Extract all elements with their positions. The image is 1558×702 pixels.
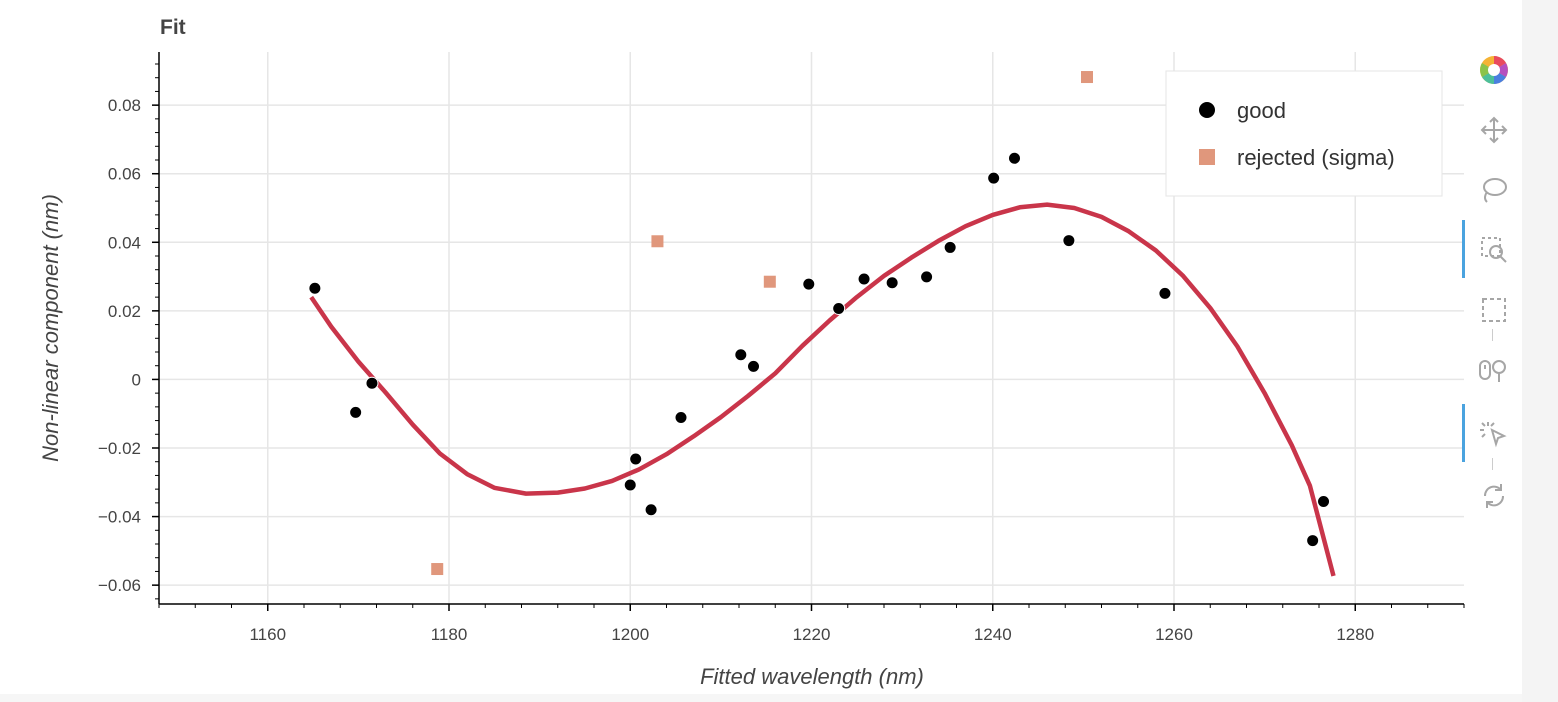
good-point [1158, 286, 1172, 300]
reset-icon[interactable] [1476, 478, 1512, 514]
box-zoom-icon[interactable] [1476, 232, 1512, 268]
y-tick-label: 0.08 [108, 96, 141, 115]
lasso-select-icon[interactable] [1476, 172, 1512, 208]
legend-label-rejected: rejected (sigma) [1237, 145, 1395, 170]
rejected-point [651, 235, 664, 248]
fit-curve [309, 202, 1336, 577]
good-point [1306, 534, 1320, 548]
tap-active-indicator [1462, 404, 1465, 462]
y-tick-label: 0.04 [108, 233, 141, 252]
legend-marker-good [1199, 102, 1215, 118]
y-tick-label: −0.04 [98, 508, 141, 527]
axes: 1160 1180 1200 1220 1240 1260 1280 −0.06 −0.04 −0… [98, 52, 1465, 644]
good-point [987, 171, 1001, 185]
rejected-point [431, 563, 444, 576]
x-tick-label: 1160 [249, 625, 286, 644]
y-tick-label: 0.02 [108, 302, 141, 321]
good-point [1062, 234, 1076, 248]
good-point [349, 405, 363, 419]
box-select-icon[interactable] [1476, 292, 1512, 328]
y-tick-label: 0.06 [108, 165, 141, 184]
bokeh-logo-icon[interactable] [1476, 52, 1512, 88]
pan-icon[interactable] [1476, 112, 1512, 148]
good-point [365, 376, 379, 390]
y-axis-title: Non-linear component (nm) [38, 194, 63, 462]
toolbar-separator [1492, 329, 1493, 341]
legend-label-good: good [1237, 98, 1286, 123]
good-point [308, 281, 322, 295]
good-point [832, 301, 846, 315]
x-tick-label: 1180 [431, 625, 468, 644]
good-point [857, 272, 871, 286]
legend: good rejected (sigma) [1165, 70, 1443, 197]
toolbar-separator [1492, 458, 1493, 470]
wheel-zoom-icon[interactable] [1476, 352, 1512, 388]
good-point [885, 276, 899, 290]
chart-title: Fit [160, 16, 186, 39]
bottom-gutter [0, 694, 1522, 702]
toolbar [1462, 46, 1522, 526]
points-layer [308, 71, 1331, 576]
good-point [629, 452, 643, 466]
good-point [747, 359, 760, 373]
x-axis-title: Fitted wavelength (nm) [700, 664, 924, 689]
tap-icon[interactable] [1476, 416, 1512, 452]
x-tick-label: 1220 [793, 625, 831, 644]
rejected-point [763, 275, 776, 288]
x-tick-label: 1200 [611, 625, 649, 644]
rejected-point [1081, 71, 1093, 84]
fit-layer [309, 202, 1336, 577]
chart-svg[interactable]: Fit 1160 1180 1200 1220 1240 1260 1280 −0.06 −0.… [0, 0, 1522, 702]
good-point [644, 503, 658, 517]
x-tick-label: 1240 [974, 625, 1012, 644]
good-point [623, 478, 637, 492]
good-point [943, 240, 957, 254]
good-point [1317, 494, 1331, 508]
good-point [920, 270, 934, 284]
box-zoom-active-indicator [1462, 220, 1465, 278]
legend-marker-rejected [1199, 149, 1215, 165]
y-tick-label: 0 [132, 370, 141, 389]
legend-box [1165, 70, 1443, 197]
good-point [802, 277, 816, 291]
y-tick-label: −0.02 [98, 439, 141, 458]
good-point [674, 410, 688, 424]
good-point [1008, 151, 1021, 165]
x-tick-label: 1260 [1155, 625, 1193, 644]
x-tick-label: 1280 [1336, 625, 1374, 644]
good-point [734, 348, 748, 362]
scroll-gutter [1522, 0, 1558, 702]
y-tick-label: −0.06 [98, 576, 141, 595]
